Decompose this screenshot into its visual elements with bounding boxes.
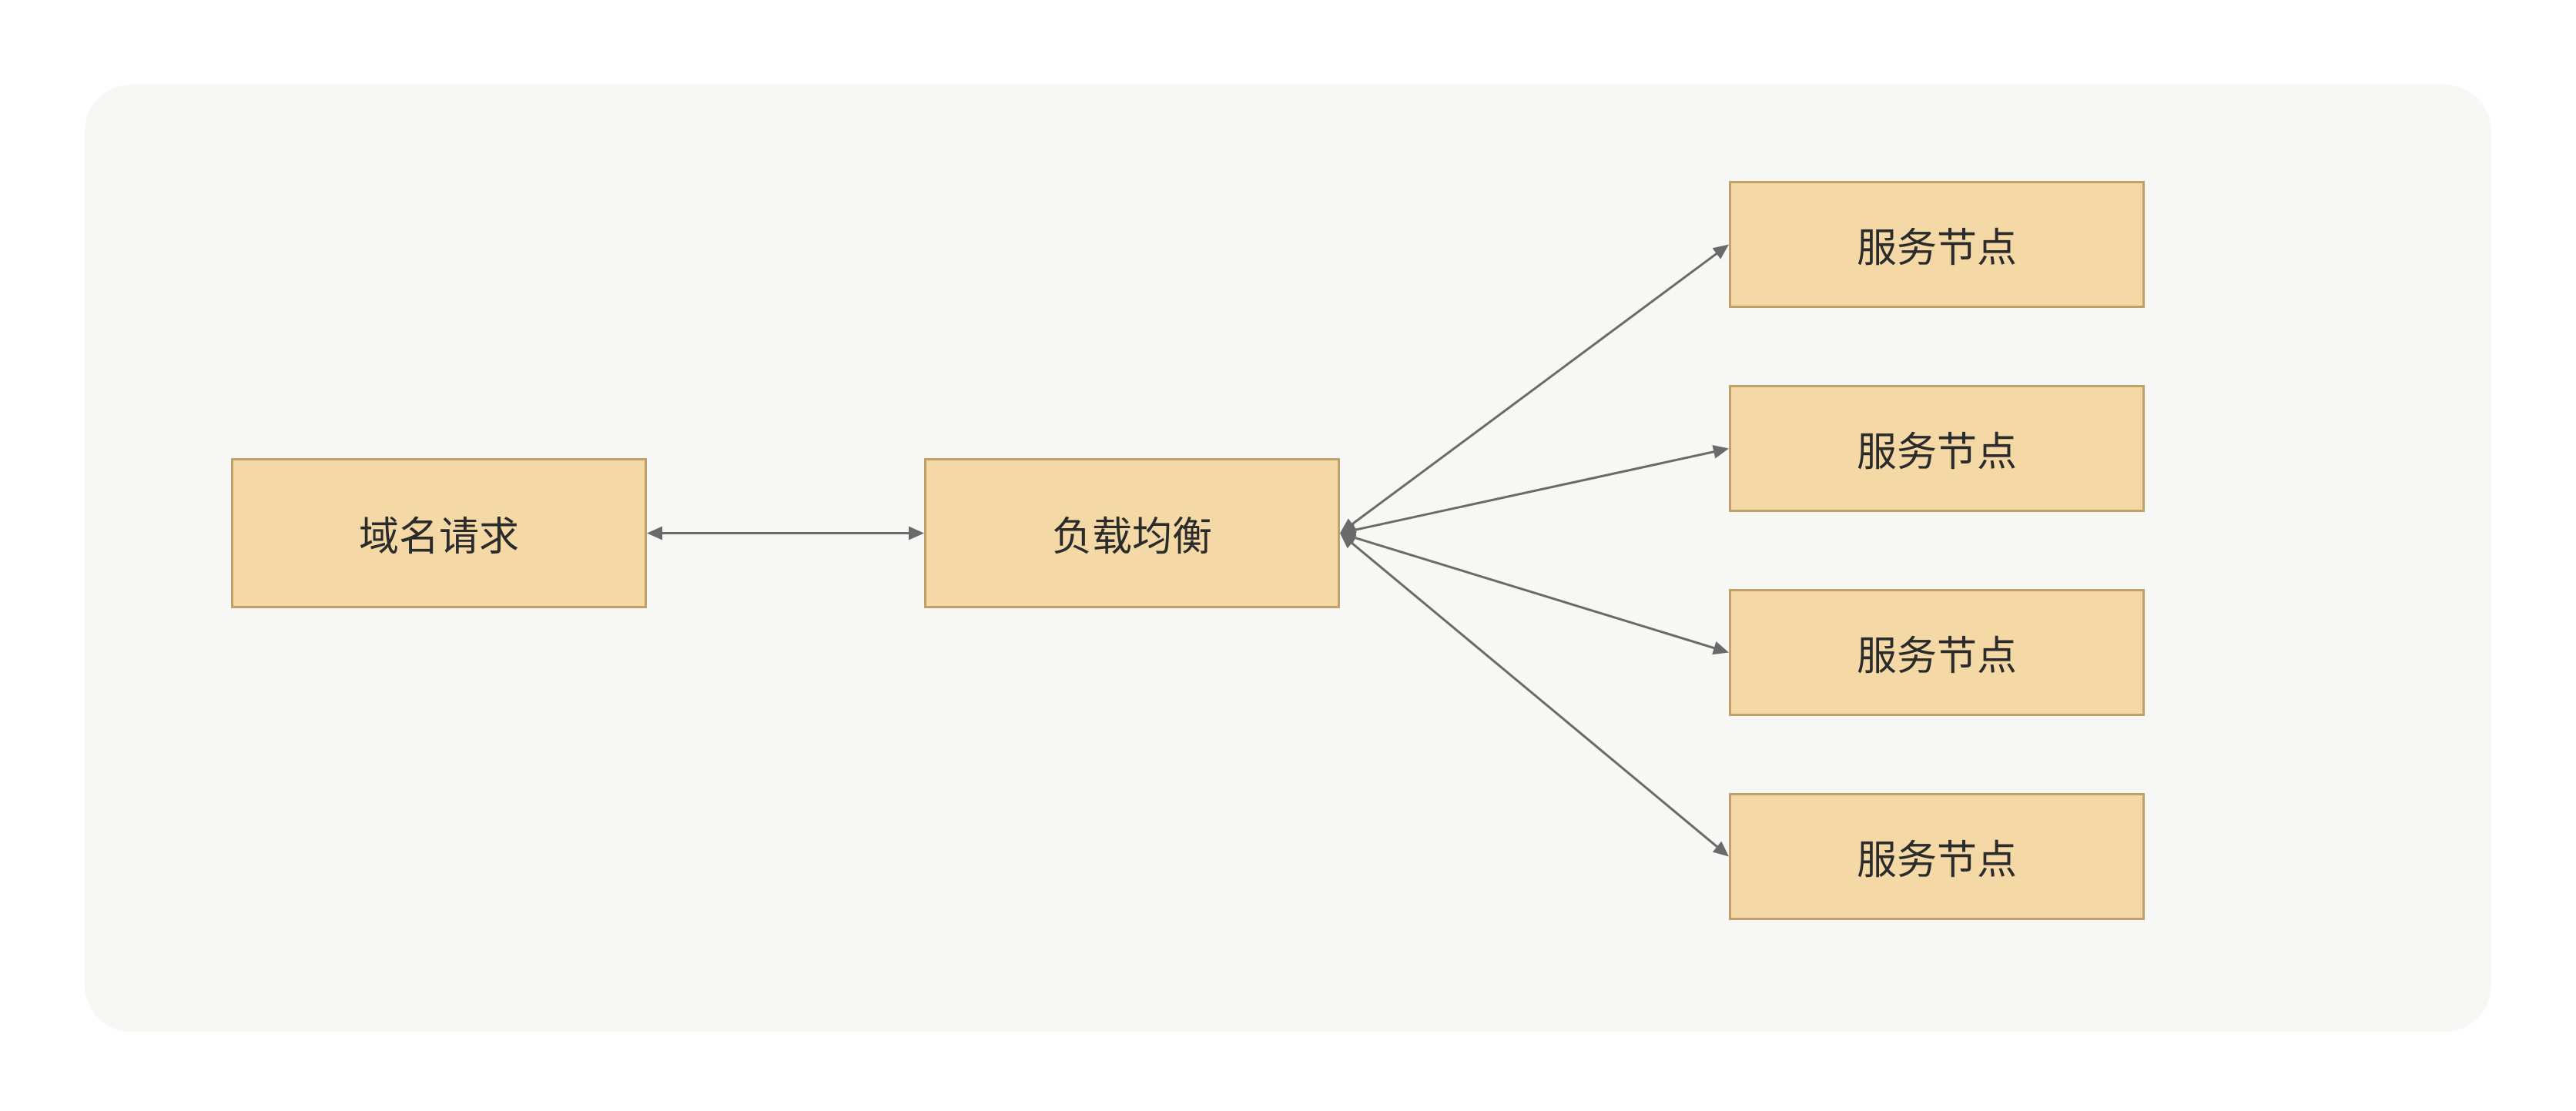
node-svc1: 服务节点 (1729, 181, 2145, 308)
node-client: 域名请求 (231, 458, 647, 608)
node-label: 服务节点 (1857, 624, 2017, 681)
edge-lb-svc4 (1340, 534, 1729, 857)
node-label: 服务节点 (1857, 828, 2017, 885)
node-label: 服务节点 (1857, 216, 2017, 273)
edge-client-lb (647, 527, 924, 540)
diagram-canvas: 域名请求负载均衡服务节点服务节点服务节点服务节点 (0, 0, 2576, 1111)
edge-lb-svc3 (1340, 531, 1729, 654)
node-svc4: 服务节点 (1729, 793, 2145, 920)
node-label: 服务节点 (1857, 420, 2017, 477)
node-label: 负载均衡 (1052, 504, 1212, 562)
node-lb: 负载均衡 (924, 458, 1340, 608)
node-svc3: 服务节点 (1729, 589, 2145, 716)
node-label: 域名请求 (359, 504, 519, 562)
node-svc2: 服务节点 (1729, 385, 2145, 512)
